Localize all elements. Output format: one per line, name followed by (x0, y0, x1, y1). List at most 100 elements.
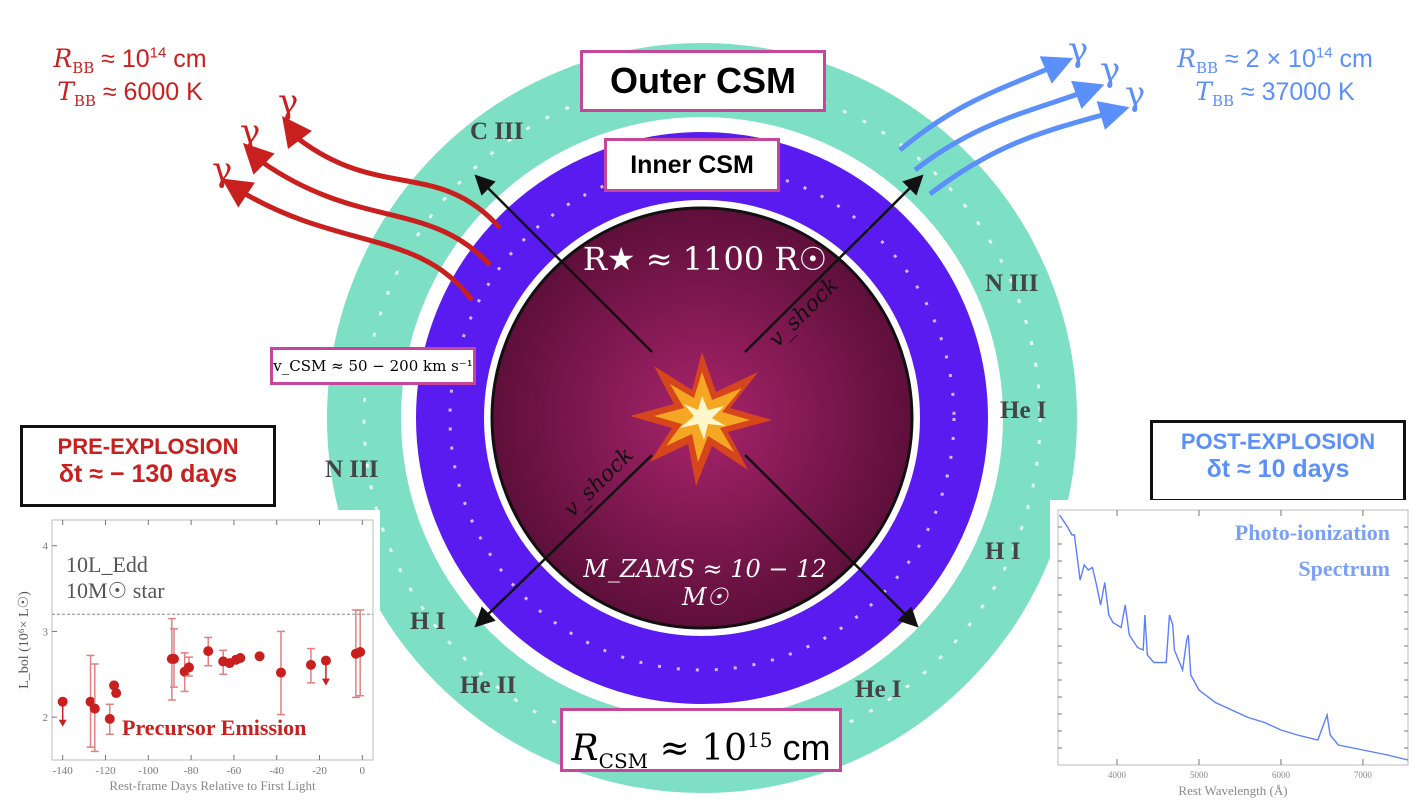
plot-frame (51, 519, 374, 761)
temp-subscript: BB (1211, 92, 1234, 110)
line-label-h1: H I (985, 538, 1021, 565)
v-csm-label: v_CSM ≈ 50 − 200 km s⁻¹ (270, 347, 476, 385)
x-tick-label: 7000 (1354, 770, 1373, 780)
y-axis-label: L_bol (10⁶× L☉) (17, 591, 32, 689)
temp-symbol: T (1195, 77, 1212, 106)
data-point (305, 659, 316, 670)
pre-explosion-title: PRE-EXPLOSION (57, 434, 239, 459)
eddington-label: 10L_Edd (66, 552, 148, 577)
radius-value: ≈ 2 × 10 (1218, 45, 1316, 73)
shock-arrow-sw (474, 454, 653, 628)
line-label-h1: H I (410, 608, 446, 635)
radius-exponent: 14 (149, 44, 167, 62)
temp-symbol: T (57, 77, 74, 106)
radius-exponent: 14 (1315, 44, 1333, 62)
post-explosion-time: δt ≈ 10 days (1206, 455, 1350, 483)
radius-symbol: R (53, 44, 73, 73)
star-mass-label: M_ZAMS ≈ 10 − 12 M☉ (583, 555, 827, 611)
x-tick-label: -80 (184, 765, 199, 777)
pre-explosion-box: PRE-EXPLOSION δt ≈ − 130 days (20, 425, 276, 507)
pre-explosion-time: δt ≈ − 130 days (58, 460, 238, 488)
x-tick-label: -60 (227, 765, 242, 777)
x-tick-label: -20 (312, 765, 327, 777)
post-blackbody-params: RBB ≈ 2 × 1014 cm TBB ≈ 37000 K (1150, 44, 1400, 110)
temp-value: ≈ 37000 K (1233, 78, 1355, 106)
x-tick-label: 4000 (1108, 770, 1127, 780)
x-tick-label: -40 (269, 765, 284, 777)
data-point (254, 651, 265, 662)
line-label-n3: N III (985, 270, 1039, 297)
x-tick-label: 0 (360, 765, 366, 777)
data-point (275, 667, 286, 678)
x-tick-label: 5000 (1190, 770, 1209, 780)
pre-blackbody-params: RBB ≈ 1014 cm TBB ≈ 6000 K (30, 44, 230, 110)
data-point (235, 653, 246, 663)
radius-symbol: R (1177, 44, 1196, 73)
gamma-symbol: γ (240, 112, 261, 152)
line-label-c3: C III (470, 118, 524, 145)
shock-arrow-ne (744, 174, 924, 353)
y-tick-label: 2 (43, 712, 49, 724)
line-label-he2: He II (460, 672, 517, 699)
radius-subscript: BB (1195, 59, 1219, 77)
y-tick-label: 4 (43, 541, 49, 553)
temp-value: ≈ 6000 K (95, 78, 203, 106)
x-tick-label: -120 (95, 765, 116, 777)
data-point (203, 646, 214, 657)
blue-photon-arrows (898, 56, 1130, 196)
spectrum-line (1059, 514, 1409, 761)
plot-frame (1057, 509, 1409, 766)
r-csm-symbol: R (571, 728, 599, 769)
post-explosion-title: POST-EXPLOSION (1180, 429, 1376, 454)
line-label-n3: N III (325, 456, 379, 483)
data-point (320, 655, 331, 666)
gamma-symbol: γ (1125, 74, 1146, 114)
data-point (109, 680, 120, 691)
gamma-symbol: γ (1068, 30, 1089, 70)
inner-csm-label: Inner CSM (604, 138, 780, 192)
data-point (168, 653, 179, 664)
radius-unit: cm (166, 45, 207, 73)
radius-value: ≈ 10 (94, 45, 150, 73)
data-point (355, 647, 366, 657)
annotation: Precursor Emission (122, 715, 306, 740)
data-point (57, 696, 68, 707)
precursor-light-curve-chart: -140 -120 -100 -80 -60 -40 -20 0 2 3 4 Rest-frame D… (0, 510, 380, 810)
annotation: Spectrum (1298, 556, 1390, 581)
upper-limit-arrow (321, 678, 330, 686)
radius-subscript: BB (72, 59, 95, 77)
x-axis-label: Rest Wavelength (Å) (1178, 783, 1287, 798)
x-tick-label: -140 (53, 765, 74, 777)
line-label-he1: He I (855, 676, 902, 703)
upper-limit-arrow (58, 719, 67, 727)
gamma-symbol: γ (278, 82, 299, 122)
red-photon-arrows (221, 116, 502, 302)
data-point (111, 688, 122, 699)
x-axis-label: Rest-frame Days Relative to First Light (109, 778, 316, 793)
post-explosion-box: POST-EXPLOSION δt ≈ 10 days (1150, 420, 1406, 502)
data-point (104, 713, 115, 724)
x-tick-label: 6000 (1272, 770, 1291, 780)
data-point (183, 662, 194, 673)
shock-arrow-nw (474, 174, 653, 353)
r-csm-exponent: 15 (747, 728, 773, 752)
x-tick-label: -100 (138, 765, 159, 777)
annotation: Photo-ionization (1235, 520, 1390, 545)
gamma-symbol: γ (212, 150, 233, 190)
gamma-symbol: γ (1100, 50, 1121, 90)
r-csm-unit: cm (772, 727, 831, 768)
outer-csm-label: Outer CSM (580, 50, 826, 112)
data-point (89, 703, 100, 714)
temp-subscript: BB (73, 92, 96, 110)
radius-unit: cm (1332, 45, 1373, 73)
explosion-icon (630, 352, 772, 486)
y-tick-label: 3 (43, 626, 49, 638)
r-csm-value: ≈ 10 (648, 728, 747, 769)
r-csm-label: RCSM ≈ 1015 cm (560, 708, 842, 773)
star-radius-label: R★ ≈ 1100 R☉ (582, 240, 828, 278)
eddington-label: 10M☉ star (66, 578, 165, 603)
inner-csm-texture (448, 164, 956, 672)
line-label-he1: He I (1000, 397, 1047, 424)
shock-arrow-se (744, 454, 919, 628)
spectrum-chart: 4000 5000 6000 7000 Rest Wavelength (Å) Photo… (1050, 500, 1421, 800)
